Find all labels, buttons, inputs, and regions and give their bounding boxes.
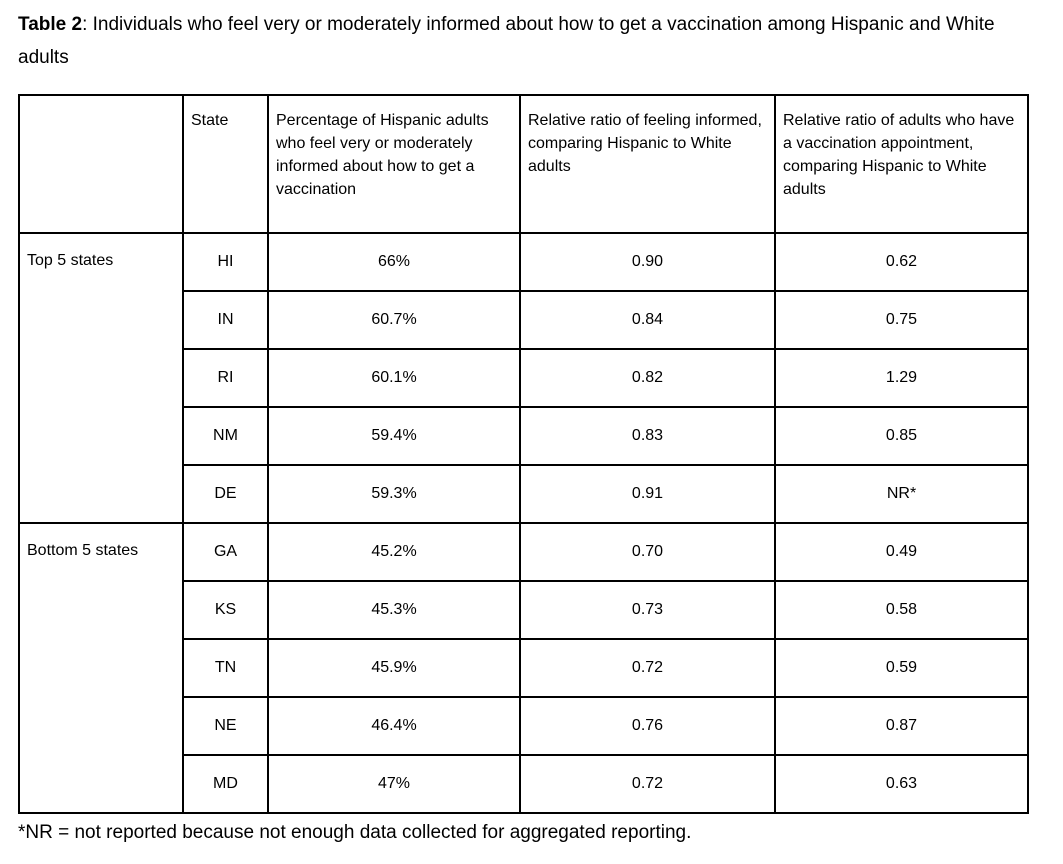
- state-cell: TN: [182, 638, 269, 698]
- table-caption: Table 2: Individuals who feel very or mo…: [18, 8, 1046, 74]
- percent-cell: 60.1%: [267, 348, 521, 408]
- table-caption-text: : Individuals who feel very or moderatel…: [18, 14, 995, 68]
- ratio-informed-cell: 0.76: [519, 696, 776, 756]
- state-cell: KS: [182, 580, 269, 640]
- ratio-appointment-cell: 0.63: [774, 754, 1029, 814]
- table-row: RI 60.1% 0.82 1.29: [19, 348, 1029, 408]
- table-row: NE 46.4% 0.76 0.87: [19, 696, 1029, 756]
- state-cell: NE: [182, 696, 269, 756]
- state-cell: NM: [182, 406, 269, 466]
- state-cell: HI: [182, 232, 269, 292]
- ratio-appointment-cell: NR*: [774, 464, 1029, 524]
- ratio-appointment-cell: 0.85: [774, 406, 1029, 466]
- ratio-informed-cell: 0.82: [519, 348, 776, 408]
- state-cell: MD: [182, 754, 269, 814]
- percent-cell: 45.9%: [267, 638, 521, 698]
- header-state: State: [182, 94, 269, 234]
- nr-footnote: *NR = not reported because not enough da…: [18, 822, 692, 843]
- percent-cell: 59.3%: [267, 464, 521, 524]
- table-row: IN 60.7% 0.84 0.75: [19, 290, 1029, 350]
- header-ratio-informed: Relative ratio of feeling informed, comp…: [519, 94, 776, 234]
- percent-cell: 47%: [267, 754, 521, 814]
- ratio-appointment-cell: 0.59: [774, 638, 1029, 698]
- ratio-informed-cell: 0.73: [519, 580, 776, 640]
- row-group-label-bottom5: Bottom 5 states: [18, 522, 184, 814]
- table-row: DE 59.3% 0.91 NR*: [19, 464, 1029, 524]
- table-caption-label: Table 2: [18, 14, 83, 35]
- ratio-informed-cell: 0.72: [519, 638, 776, 698]
- percent-cell: 46.4%: [267, 696, 521, 756]
- table-row: MD 47% 0.72 0.63: [19, 754, 1029, 814]
- ratio-informed-cell: 0.70: [519, 522, 776, 582]
- ratio-appointment-cell: 0.62: [774, 232, 1029, 292]
- header-percent-informed: Percentage of Hispanic adults who feel v…: [267, 94, 521, 234]
- ratio-appointment-cell: 0.87: [774, 696, 1029, 756]
- row-group-label-top5: Top 5 states: [18, 232, 184, 524]
- table-row: NM 59.4% 0.83 0.85: [19, 406, 1029, 466]
- ratio-informed-cell: 0.84: [519, 290, 776, 350]
- ratio-appointment-cell: 0.75: [774, 290, 1029, 350]
- percent-cell: 59.4%: [267, 406, 521, 466]
- ratio-informed-cell: 0.72: [519, 754, 776, 814]
- state-cell: IN: [182, 290, 269, 350]
- state-cell: RI: [182, 348, 269, 408]
- ratio-appointment-cell: 0.58: [774, 580, 1029, 640]
- ratio-appointment-cell: 0.49: [774, 522, 1029, 582]
- percent-cell: 45.3%: [267, 580, 521, 640]
- ratio-informed-cell: 0.90: [519, 232, 776, 292]
- header-row: State Percentage of Hispanic adults who …: [18, 94, 1029, 234]
- header-ratio-appointment: Relative ratio of adults who have a vacc…: [774, 94, 1029, 234]
- table-row: Bottom 5 states GA 45.2% 0.70 0.49: [18, 522, 1029, 814]
- state-cell: GA: [182, 522, 269, 582]
- table-row: Top 5 states HI 66% 0.90 0.62: [18, 232, 1029, 524]
- state-cell: DE: [182, 464, 269, 524]
- ratio-appointment-cell: 1.29: [774, 348, 1029, 408]
- percent-cell: 60.7%: [267, 290, 521, 350]
- vaccination-info-table: State Percentage of Hispanic adults who …: [18, 94, 1029, 814]
- ratio-informed-cell: 0.91: [519, 464, 776, 524]
- percent-cell: 45.2%: [267, 522, 521, 582]
- table-row: KS 45.3% 0.73 0.58: [19, 580, 1029, 640]
- percent-cell: 66%: [267, 232, 521, 292]
- ratio-informed-cell: 0.83: [519, 406, 776, 466]
- table-row: TN 45.9% 0.72 0.59: [19, 638, 1029, 698]
- header-empty-cell: [18, 94, 184, 234]
